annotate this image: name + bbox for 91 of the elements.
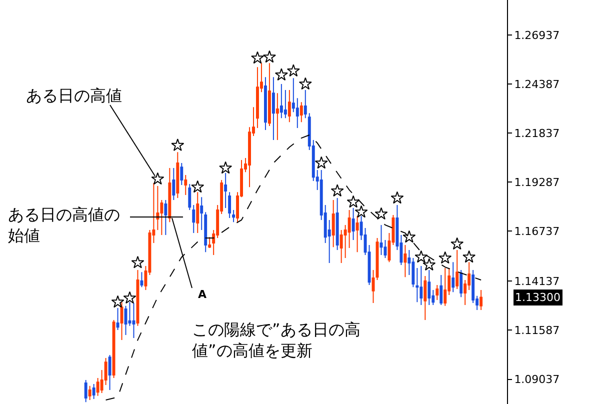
point — [131, 256, 144, 268]
candlestick — [200, 196, 204, 230]
candlestick — [168, 168, 172, 223]
point — [151, 172, 164, 185]
candlestick — [180, 162, 184, 186]
candlestick — [224, 172, 228, 209]
point — [251, 51, 264, 64]
point — [346, 195, 360, 208]
candlestick — [480, 289, 483, 310]
candlestick — [440, 274, 443, 306]
point — [262, 50, 276, 63]
point — [286, 64, 300, 77]
candlestick — [112, 319, 116, 379]
candlestick — [404, 244, 407, 278]
annotation: ある日の高値 — [26, 86, 122, 105]
candlestick — [304, 89, 307, 119]
candlestick — [228, 192, 232, 219]
text: 1.13300 — [515, 291, 560, 304]
y-tick-label: 1.14137 — [514, 275, 560, 288]
candlestick — [352, 208, 355, 240]
candlestick — [332, 199, 335, 248]
y-tick-label: 1.19287 — [514, 176, 560, 190]
point — [402, 230, 416, 243]
point — [450, 237, 464, 250]
point — [438, 251, 452, 264]
annotation: この陽線で”ある日の高値”の高値を更新 — [192, 320, 360, 360]
candlestick — [116, 308, 120, 330]
candlestick — [288, 89, 291, 123]
candlestick — [264, 76, 267, 130]
candlestick — [280, 84, 283, 119]
candlestick — [356, 215, 359, 253]
point — [219, 161, 232, 174]
candlestick — [84, 379, 88, 403]
point — [191, 180, 204, 193]
candlestick — [276, 92, 279, 140]
point — [171, 138, 184, 151]
point — [298, 77, 312, 90]
candlestick — [256, 66, 259, 129]
candlestick — [192, 204, 196, 234]
candlestick — [204, 212, 208, 253]
candlestick — [272, 76, 275, 140]
annotation: A — [198, 288, 207, 301]
candlestick — [300, 102, 303, 123]
candlestick — [456, 249, 459, 290]
candlestick — [460, 269, 463, 298]
candlestick — [120, 302, 124, 340]
candlestick — [92, 384, 96, 400]
candlestick — [424, 275, 427, 320]
candlestick — [428, 269, 431, 306]
candlestick — [88, 385, 92, 400]
point — [330, 184, 344, 197]
point — [123, 291, 136, 304]
point — [374, 207, 388, 220]
candlestick — [188, 184, 192, 210]
line-series — [105, 134, 482, 400]
candlestick — [452, 262, 455, 293]
candlestick — [108, 354, 112, 390]
candlestick — [416, 268, 419, 303]
candlestick — [336, 198, 339, 250]
y-tick-label: 1.16737 — [514, 225, 560, 238]
candlestick — [340, 229, 343, 264]
candlestick — [372, 269, 375, 304]
candlestick — [436, 284, 439, 300]
y-tick-label: 1.21837 — [514, 126, 560, 140]
candlestick — [124, 305, 128, 336]
point — [414, 250, 428, 263]
candlestick — [268, 62, 271, 126]
candlestick — [140, 272, 144, 288]
candlestick — [208, 236, 212, 249]
candlestick — [184, 174, 188, 196]
point — [462, 250, 476, 263]
point — [274, 68, 288, 81]
point — [422, 258, 436, 271]
candlestick — [232, 209, 236, 223]
candlestick — [172, 168, 176, 200]
y-tick-label: 1.26937 — [514, 28, 560, 42]
y-tick-label: 1.09037 — [514, 373, 560, 386]
candlestick — [176, 152, 180, 199]
candlestick — [164, 199, 168, 236]
point — [111, 295, 124, 308]
point — [354, 205, 368, 218]
annotation: ある日の高値の始値 — [8, 205, 120, 245]
y-tick-label: 1.24387 — [514, 78, 560, 91]
point — [314, 156, 328, 169]
candlestick — [196, 192, 200, 234]
candlestick — [380, 224, 383, 256]
candlestick — [420, 265, 423, 306]
candlestick — [444, 268, 447, 306]
candlestick — [132, 302, 136, 339]
point — [390, 191, 404, 204]
y-tick-label: 1.11587 — [514, 324, 560, 338]
